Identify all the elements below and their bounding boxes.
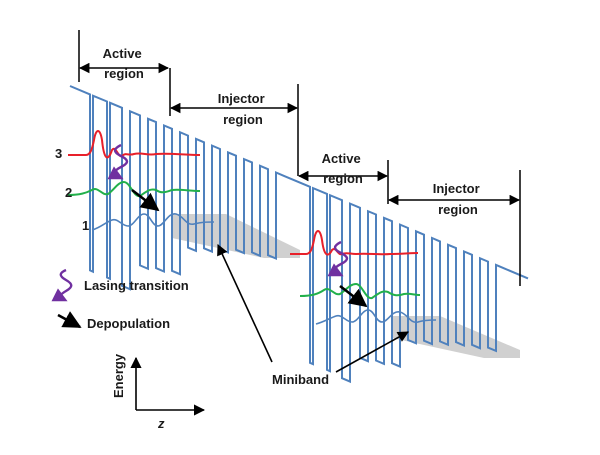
lasing-transition-label: Lasing transition: [84, 278, 189, 293]
level-3-label: 3: [55, 146, 62, 161]
level-1-label: 1: [82, 218, 89, 233]
diagonal-arrow-icon: [131, 188, 160, 212]
wavy-arrow-icon: [327, 240, 349, 277]
region-brackets: [78, 30, 521, 286]
miniband-pointer-2: [335, 331, 409, 373]
wavy-arrow-icon: [107, 143, 129, 180]
injector-region-label-1: Injector region: [218, 91, 269, 127]
active-region-label-2: Active region: [322, 151, 365, 186]
wavefunction-level-2-a: [67, 180, 201, 198]
energy-z-axes: Energy z: [111, 353, 206, 431]
legend: Lasing transition Depopulation: [51, 268, 189, 331]
wavy-arrow-icon: [51, 268, 73, 302]
diagonal-arrow-icon: [57, 311, 82, 329]
diagonal-arrow-icon: [339, 284, 368, 308]
depopulation-label: Depopulation: [87, 316, 170, 331]
miniband-pointer-1: [217, 243, 273, 363]
injector-region-label-2: Injector region: [433, 181, 484, 217]
level-2-label: 2: [65, 185, 72, 200]
active-region-label-1: Active region: [103, 46, 146, 81]
z-axis-label: z: [157, 416, 165, 431]
miniband-label: Miniband: [272, 372, 329, 387]
wavefunction-level-3-a: [68, 130, 201, 159]
wavefunction-level-1-a: [91, 213, 215, 231]
wavefunction-level-1-b: [315, 309, 437, 325]
energy-axis-label: Energy: [111, 353, 126, 398]
conduction-band-profile: [69, 85, 529, 384]
